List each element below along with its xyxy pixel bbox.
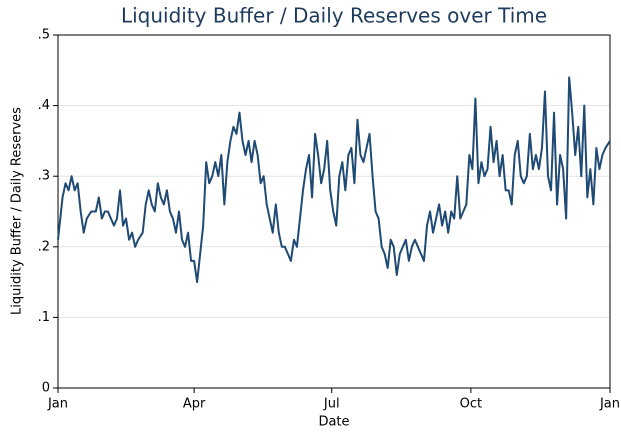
y-axis-label: Liquidity Buffer / Daily Reserves	[10, 107, 25, 315]
plot-frame	[57, 34, 611, 389]
y-tick-label: 0	[42, 381, 50, 396]
x-tick-label: Jan	[599, 397, 620, 412]
y-tick-label: .4	[38, 98, 50, 113]
y-tick-label: .1	[38, 310, 50, 325]
y-tick-label: .2	[38, 239, 50, 254]
x-tick-label: Apr	[183, 397, 206, 412]
y-tick-label: .3	[38, 169, 50, 184]
chart-title: Liquidity Buffer / Daily Reserves over T…	[121, 4, 547, 28]
x-axis-label: Date	[318, 415, 349, 430]
y-tick-label: .5	[38, 28, 50, 43]
x-tick-label: Jul	[323, 397, 340, 412]
x-tick-label: Oct	[460, 397, 482, 412]
data-line	[57, 76, 611, 284]
x-tick-label: Jan	[47, 397, 68, 412]
